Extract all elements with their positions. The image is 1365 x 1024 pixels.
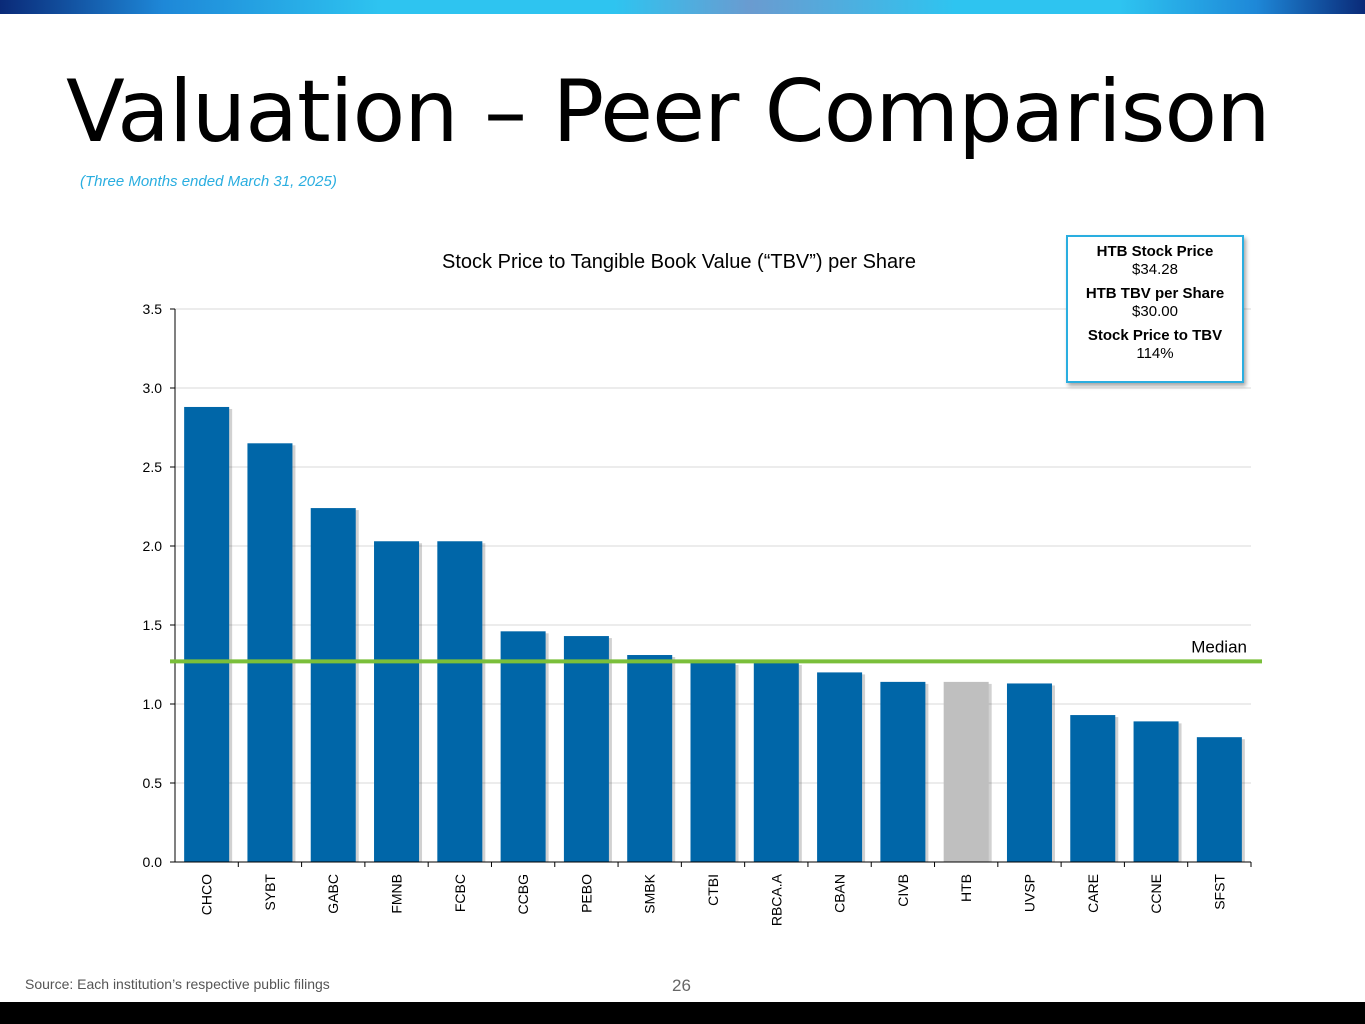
x-tick-label: HTB	[958, 874, 974, 902]
x-tick-label: GABC	[325, 874, 341, 914]
x-tick-label: CHCO	[199, 874, 215, 915]
bottom-bar	[0, 1002, 1365, 1024]
x-tick-label: FCBC	[452, 874, 468, 912]
page-number: 26	[672, 976, 691, 995]
x-tick-label: CARE	[1085, 874, 1101, 913]
x-tick-label: CBAN	[832, 874, 848, 913]
x-tick-label: SMBK	[642, 873, 658, 913]
y-axis-ticks: 0.0 0.5 1.0 1.5 2.0 2.5 3.0 3.5	[143, 301, 175, 870]
chart-title: Stock Price to Tangible Book Value (“TBV…	[442, 251, 916, 273]
y-tick-label: 0.5	[143, 775, 163, 791]
x-tick-label: SYBT	[262, 874, 278, 911]
bar-rbca-a	[753, 662, 799, 862]
bar-uvsp	[1006, 683, 1052, 862]
x-tick-label: UVSP	[1021, 874, 1037, 912]
bar-chco	[184, 406, 230, 862]
bar-cban	[817, 672, 863, 862]
x-axis-ticks: CHCO SYBT GABC FMNB FCBC CCBG PEBO SMBK CTBI RBCA…	[199, 862, 1252, 926]
source-note: Source: Each institution’s respective pu…	[25, 976, 330, 992]
x-tick-label: SFST	[1211, 874, 1227, 910]
page-title: Valuation – Peer Comparison	[66, 62, 1271, 162]
info-value-stock-price: $34.28	[1132, 261, 1178, 278]
period-subtitle: (Three Months ended March 31, 2025)	[80, 173, 337, 190]
x-tick-label: FMNB	[389, 874, 405, 914]
bar-civb	[880, 681, 926, 862]
bar-htb	[943, 681, 989, 862]
x-tick-label: CTBI	[705, 874, 721, 906]
bar-ccbg	[500, 631, 546, 862]
bar-pebo	[563, 636, 609, 862]
chart-bars	[184, 406, 1245, 862]
y-tick-label: 2.5	[143, 459, 163, 475]
bar-smbk	[627, 655, 673, 862]
bar-gabc	[310, 508, 356, 862]
top-accent-bar	[0, 0, 1365, 14]
htb-info-box: HTB Stock Price $34.28 HTB TBV per Share…	[1066, 235, 1244, 383]
bar-sfst	[1196, 737, 1242, 862]
y-tick-label: 2.0	[143, 538, 163, 554]
x-tick-label: CIVB	[895, 874, 911, 907]
x-tick-label: RBCA.A	[768, 873, 784, 926]
info-label-price-to-tbv: Stock Price to TBV	[1087, 327, 1223, 344]
bar-ctbi	[690, 662, 736, 862]
y-tick-label: 1.0	[143, 696, 163, 712]
price-to-tbv-chart: Stock Price to Tangible Book Value (“TBV…	[143, 251, 1262, 926]
y-tick-label: 3.0	[143, 380, 163, 396]
y-tick-label: 3.5	[143, 301, 163, 317]
y-tick-label: 0.0	[143, 854, 163, 870]
y-tick-label: 1.5	[143, 617, 163, 633]
x-tick-label: CCNE	[1148, 874, 1164, 914]
median-label: Median	[1191, 637, 1247, 656]
bar-care	[1070, 715, 1116, 862]
bar-fcbc	[437, 541, 483, 862]
info-label-tbv-per-share: HTB TBV per Share	[1085, 285, 1225, 302]
x-tick-label: CCBG	[515, 874, 531, 914]
bar-fmnb	[374, 541, 420, 862]
bar-ccne	[1133, 721, 1179, 862]
info-value-price-to-tbv: 114%	[1136, 345, 1174, 362]
x-tick-label: PEBO	[578, 874, 594, 913]
bar-sybt	[247, 443, 293, 862]
info-label-stock-price: HTB Stock Price	[1096, 243, 1214, 260]
info-value-tbv-per-share: $30.00	[1132, 303, 1178, 320]
